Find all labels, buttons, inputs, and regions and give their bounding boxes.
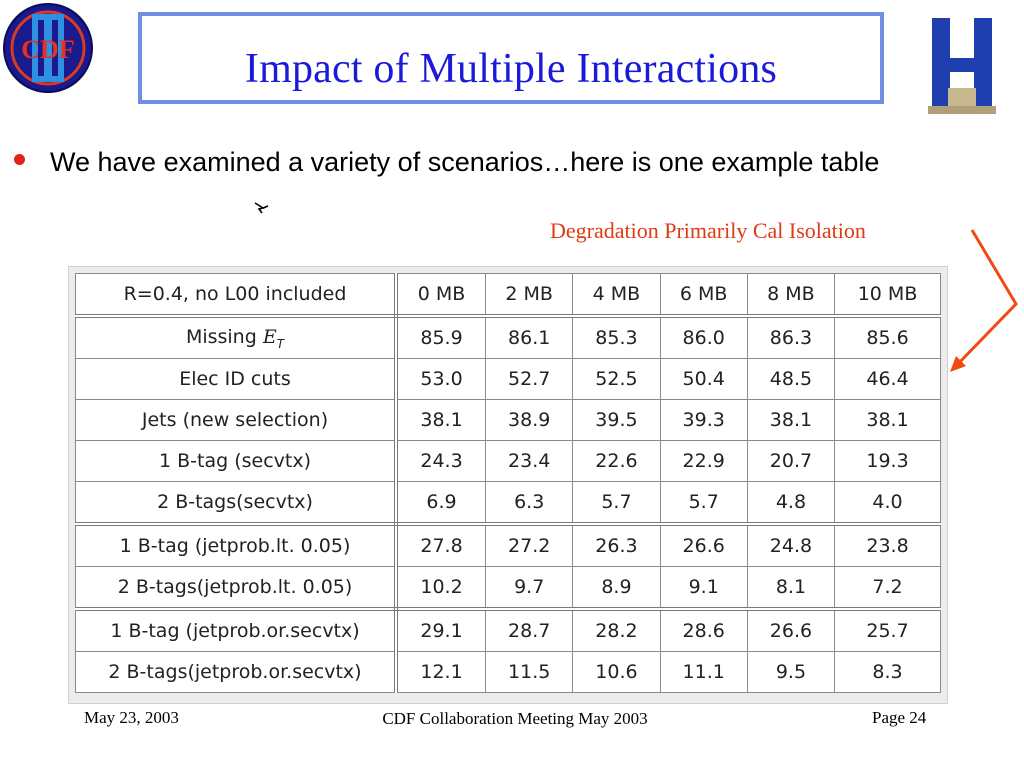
table-cell: 19.3: [834, 440, 941, 482]
table-cell: 9.7: [485, 566, 574, 611]
bullet-dot-icon: [14, 154, 25, 165]
table-cell: 86.3: [746, 315, 836, 359]
bullet-text: We have examined a variety of scenarios……: [50, 147, 880, 177]
table-cell: 11.5: [485, 651, 574, 693]
row-label: 2 B-tags(jetprob.or.secvtx): [75, 651, 398, 693]
table-cell: 23.4: [485, 440, 574, 482]
table-cell: 28.2: [572, 608, 661, 652]
table-header-cell: R=0.4, no L00 included: [75, 273, 398, 318]
annotation-arrow-icon: [950, 229, 1018, 372]
table-cell: 24.3: [395, 440, 487, 482]
table-cell: 50.4: [659, 358, 748, 400]
missing-et-symbol: E: [262, 325, 277, 348]
h-logo: [928, 18, 996, 114]
table-row: 1 B-tag (jetprob.lt. 0.05) 27.8 27.2 26.…: [75, 523, 941, 567]
table-cell: 85.6: [834, 315, 941, 359]
row-label: 2 B-tags(secvtx): [75, 481, 398, 526]
table-cell: 86.1: [485, 315, 574, 359]
table-header-cell: 4 MB: [572, 273, 661, 318]
table-cell: 11.1: [659, 651, 748, 693]
table-row: Missing ET 85.9 86.1 85.3 86.0 86.3 85.6: [75, 315, 941, 359]
row-label: 2 B-tags(jetprob.lt. 0.05): [75, 566, 398, 611]
table-cell: 22.9: [659, 440, 748, 482]
table-header-cell: 0 MB: [395, 273, 487, 318]
table-cell: 86.0: [659, 315, 748, 359]
table-cell: 20.7: [746, 440, 836, 482]
table-cell: 8.9: [572, 566, 661, 611]
table-cell: 9.5: [746, 651, 836, 693]
results-table-frame: R=0.4, no L00 included 0 MB 2 MB 4 MB 6 …: [68, 266, 948, 704]
table-cell: 27.8: [395, 523, 487, 567]
table-cell: 52.7: [485, 358, 574, 400]
table-cell: 12.1: [395, 651, 487, 693]
table-cell: 6.9: [395, 481, 487, 526]
table-header-cell: 6 MB: [659, 273, 748, 318]
row-label: Elec ID cuts: [75, 358, 398, 400]
table-row: 2 B-tags(jetprob.lt. 0.05) 10.2 9.7 8.9 …: [75, 566, 941, 611]
table-cell: 4.8: [746, 481, 836, 526]
table-cell: 39.5: [572, 399, 661, 441]
table-cell: 9.1: [659, 566, 748, 611]
table-header-cell: 2 MB: [485, 273, 574, 318]
table-cell: 38.9: [485, 399, 574, 441]
table-cell: 27.2: [485, 523, 574, 567]
table-cell: 22.6: [572, 440, 661, 482]
row-label: 1 B-tag (jetprob.or.secvtx): [75, 608, 398, 652]
table-cell: 29.1: [395, 608, 487, 652]
table-header-cell: 10 MB: [834, 273, 941, 318]
footer-date: May 23, 2003: [84, 708, 179, 727]
table-cell: 38.1: [834, 399, 941, 441]
cdf-logo-text: CDF: [21, 35, 74, 64]
table-cell: 85.9: [395, 315, 487, 359]
table-row: 2 B-tags(secvtx) 6.9 6.3 5.7 5.7 4.8 4.0: [75, 481, 941, 526]
table-row: 1 B-tag (jetprob.or.secvtx) 29.1 28.7 28…: [75, 608, 941, 652]
row-label: 1 B-tag (jetprob.lt. 0.05): [75, 523, 398, 567]
table-cell: 26.6: [659, 523, 748, 567]
bullet-item: We have examined a variety of scenarios……: [12, 142, 892, 182]
table-cell: 24.8: [746, 523, 836, 567]
table-cell: 10.6: [572, 651, 661, 693]
table-cell: 39.3: [659, 399, 748, 441]
footer-meeting: CDF Collaboration Meeting May 2003: [382, 709, 648, 728]
missing-et-sub: T: [276, 336, 285, 351]
table-cell: 48.5: [746, 358, 836, 400]
row-label: Jets (new selection): [75, 399, 398, 441]
row-label: 1 B-tag (secvtx): [75, 440, 398, 482]
annotation-text: Degradation Primarily Cal Isolation: [550, 218, 866, 243]
cdf-logo: CDF: [3, 3, 93, 93]
table-cell: 28.6: [659, 608, 748, 652]
table-cell: 5.7: [572, 481, 661, 526]
table-cell: 85.3: [572, 315, 661, 359]
table-row: Jets (new selection) 38.1 38.9 39.5 39.3…: [75, 399, 941, 441]
cursor-icon: [254, 202, 269, 214]
table-cell: 7.2: [834, 566, 941, 611]
table-cell: 6.3: [485, 481, 574, 526]
missing-et-label: Missing: [185, 325, 263, 348]
table-row: 2 B-tags(jetprob.or.secvtx) 12.1 11.5 10…: [75, 651, 941, 693]
table-cell: 23.8: [834, 523, 941, 567]
table-cell: 8.3: [834, 651, 941, 693]
table-row: Elec ID cuts 53.0 52.7 52.5 50.4 48.5 46…: [75, 358, 941, 400]
results-table: R=0.4, no L00 included 0 MB 2 MB 4 MB 6 …: [75, 273, 941, 693]
table-cell: 26.3: [572, 523, 661, 567]
table-cell: 5.7: [659, 481, 748, 526]
table-cell: 52.5: [572, 358, 661, 400]
table-cell: 46.4: [834, 358, 941, 400]
row-label-missing-et: Missing ET: [75, 315, 398, 359]
table-cell: 25.7: [834, 608, 941, 652]
table-cell: 53.0: [395, 358, 487, 400]
table-cell: 28.7: [485, 608, 574, 652]
table-cell: 10.2: [395, 566, 487, 611]
table-cell: 38.1: [395, 399, 487, 441]
title-box: Impact of Multiple Interactions: [138, 12, 884, 104]
table-header-row: R=0.4, no L00 included 0 MB 2 MB 4 MB 6 …: [75, 273, 941, 318]
table-cell: 38.1: [746, 399, 836, 441]
table-cell: 26.6: [746, 608, 836, 652]
table-cell: 8.1: [746, 566, 836, 611]
page-title: Impact of Multiple Interactions: [244, 46, 778, 92]
table-cell: 4.0: [834, 481, 941, 526]
footer-page-number: Page 24: [872, 708, 927, 727]
table-header-cell: 8 MB: [746, 273, 836, 318]
table-row: 1 B-tag (secvtx) 24.3 23.4 22.6 22.9 20.…: [75, 440, 941, 482]
